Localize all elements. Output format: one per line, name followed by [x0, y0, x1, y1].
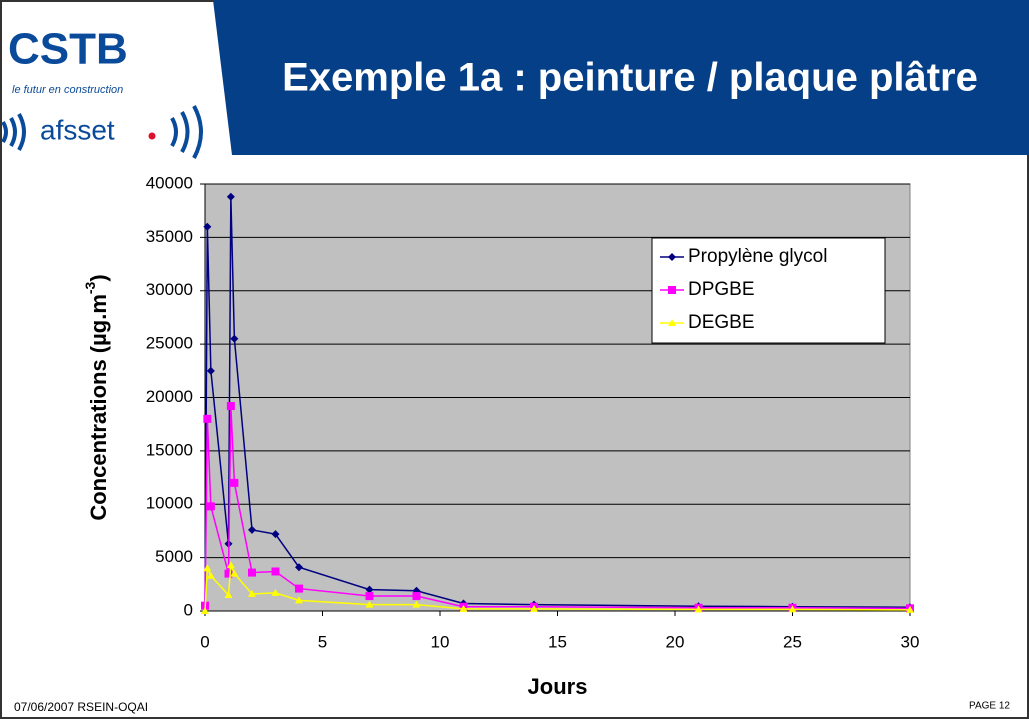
marker [906, 605, 914, 613]
logo-waves [1, 105, 203, 159]
marker [365, 585, 374, 594]
marker [295, 563, 303, 572]
legend-label: Propylène glycol [688, 246, 827, 267]
marker [203, 222, 212, 231]
marker [206, 502, 215, 511]
x-tick-label: 30 [901, 632, 920, 651]
y-axis-label-end: ) [86, 274, 111, 281]
y-tick-label: 15000 [146, 440, 193, 459]
footer-left: 07/06/2007 RSEIN-OQAI [14, 700, 148, 714]
series-line [204, 406, 911, 610]
chart: 0 5000 10000 15000 20000 25000 30000 35000 40000… [82, 173, 920, 698]
series-line [204, 196, 911, 609]
logo-dot [148, 132, 156, 140]
y-tick-label: 40000 [146, 173, 193, 192]
footer-right: PAGE 12 [969, 701, 1010, 712]
legend-box [651, 237, 886, 344]
series-line [204, 564, 911, 612]
y-axis-label: Concentrations (µg.m-3) [82, 274, 111, 520]
marker [226, 402, 235, 411]
marker [459, 604, 468, 612]
marker [248, 525, 256, 534]
y-tick-label: 35000 [146, 227, 193, 246]
marker [694, 605, 703, 613]
marker [271, 588, 280, 596]
marker [206, 571, 215, 579]
marker [788, 605, 797, 613]
x-axis-label: Jours [528, 674, 588, 699]
slide-title: Exemple 1a : peinture / plaque plâtre [282, 56, 978, 100]
y-tick-label: 25000 [146, 334, 193, 353]
marker [230, 334, 239, 343]
marker [365, 592, 374, 601]
marker [412, 600, 421, 608]
x-tick-label: 25 [783, 632, 802, 651]
header-band [213, 0, 1029, 155]
marker [201, 607, 209, 614]
marker [271, 567, 280, 576]
logo-main: CSTB [8, 25, 128, 74]
y-axis-label-main: Concentrations (µg.m [86, 294, 111, 521]
logo-second: afsset [40, 114, 115, 145]
legend-label: DPGBE [688, 279, 755, 300]
x-tick-label: 10 [431, 632, 450, 651]
marker [230, 569, 239, 577]
marker [230, 478, 239, 487]
marker [295, 584, 303, 593]
marker [224, 569, 233, 578]
x-tick-label: 15 [548, 632, 567, 651]
marker [668, 319, 676, 326]
marker [668, 286, 676, 294]
marker [295, 596, 303, 604]
logo-tagline: le futur en construction [12, 84, 123, 96]
marker [226, 192, 235, 201]
y-axis-label-sup: -3 [82, 281, 98, 294]
marker [530, 604, 538, 612]
marker [206, 366, 215, 375]
marker [248, 568, 256, 577]
marker [271, 530, 280, 539]
y-tick-label: 20000 [146, 387, 193, 406]
y-tick-label: 5000 [155, 547, 193, 566]
legend-label: DEGBE [688, 312, 755, 333]
x-tick-label: 0 [200, 632, 209, 651]
y-tick-label: 30000 [146, 280, 193, 299]
marker [224, 590, 233, 598]
marker [248, 589, 256, 597]
marker [668, 253, 676, 261]
marker [365, 600, 374, 608]
x-tick-label: 20 [666, 632, 685, 651]
marker [412, 592, 421, 601]
marker [226, 561, 235, 569]
x-tick-label: 5 [318, 632, 327, 651]
marker [203, 414, 212, 423]
marker [203, 564, 212, 572]
y-tick-label: 10000 [146, 494, 193, 513]
y-tick-label: 0 [184, 600, 193, 619]
